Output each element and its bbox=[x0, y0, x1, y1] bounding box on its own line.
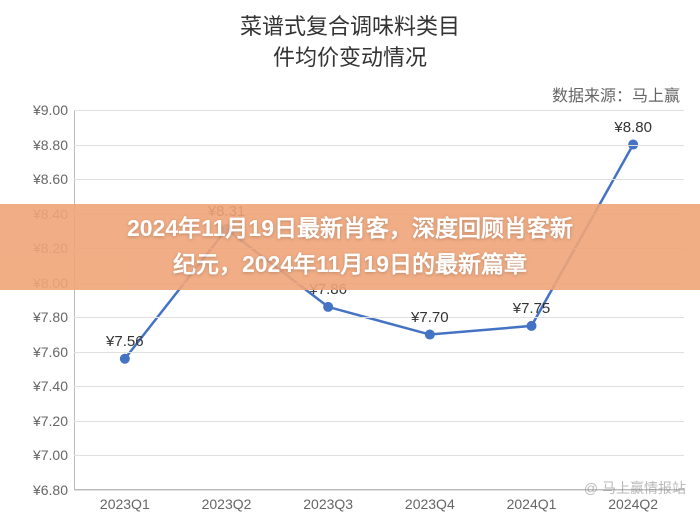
y-tick-label: ¥8.80 bbox=[33, 137, 74, 153]
gridline bbox=[74, 110, 684, 111]
overlay-line2: 纪元，2024年11月19日的最新篇章 bbox=[173, 251, 527, 277]
y-tick-label: ¥9.00 bbox=[33, 102, 74, 118]
y-tick-label: ¥7.60 bbox=[33, 344, 74, 360]
gridline bbox=[74, 352, 684, 353]
gridline bbox=[74, 179, 684, 180]
title-line2: 件均价变动情况 bbox=[273, 45, 427, 70]
x-tick-label: 2023Q1 bbox=[100, 490, 150, 512]
y-tick-label: ¥7.80 bbox=[33, 309, 74, 325]
line-svg bbox=[74, 110, 684, 490]
title-line1: 菜谱式复合调味料类目 bbox=[240, 14, 460, 39]
data-point-label: ¥7.70 bbox=[411, 309, 449, 326]
data-source-label: 数据来源：马上赢 bbox=[552, 82, 680, 106]
gridline bbox=[74, 317, 684, 318]
x-tick-label: 2023Q4 bbox=[405, 490, 455, 512]
gridline bbox=[74, 145, 684, 146]
x-tick-label: 2023Q2 bbox=[202, 490, 252, 512]
y-tick-label: ¥7.00 bbox=[33, 447, 74, 463]
chart-title: 菜谱式复合调味料类目 件均价变动情况 bbox=[0, 12, 700, 74]
gridline bbox=[74, 386, 684, 387]
data-point-label: ¥7.56 bbox=[106, 333, 144, 350]
x-tick-label: 2024Q1 bbox=[507, 490, 557, 512]
y-tick-label: ¥8.60 bbox=[33, 171, 74, 187]
overlay-text: 2024年11月19日最新肖客，深度回顾肖客新 纪元，2024年11月19日的最… bbox=[87, 211, 613, 282]
gridline bbox=[74, 421, 684, 422]
data-point-label: ¥7.75 bbox=[513, 300, 551, 317]
plot-area: ¥6.80¥7.00¥7.20¥7.40¥7.60¥7.80¥8.00¥8.20… bbox=[74, 110, 684, 490]
y-tick-label: ¥6.80 bbox=[33, 482, 74, 498]
watermark: @ 马上赢情报站 bbox=[584, 478, 686, 498]
overlay-banner: 2024年11月19日最新肖客，深度回顾肖客新 纪元，2024年11月19日的最… bbox=[0, 204, 700, 290]
y-tick-label: ¥7.20 bbox=[33, 413, 74, 429]
overlay-line1: 2024年11月19日最新肖客，深度回顾肖客新 bbox=[127, 215, 573, 241]
gridline bbox=[74, 455, 684, 456]
x-tick-label: 2023Q3 bbox=[303, 490, 353, 512]
data-point-label: ¥8.80 bbox=[614, 119, 652, 136]
y-tick-label: ¥7.40 bbox=[33, 378, 74, 394]
